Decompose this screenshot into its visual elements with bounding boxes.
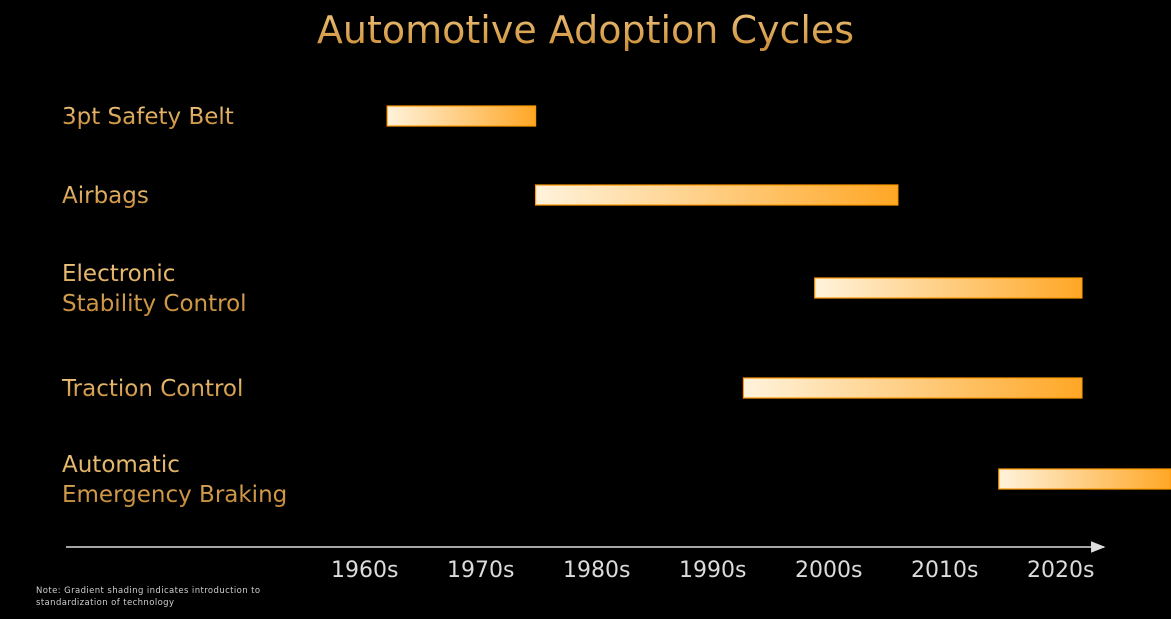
category-label: Electronic Stability Control: [62, 261, 247, 317]
category-label: 3pt Safety Belt: [62, 104, 234, 130]
x-tick-label: 1970s: [447, 558, 514, 583]
adoption-bar: [998, 468, 1171, 490]
adoption-bar: [814, 277, 1083, 299]
x-tick-label: 2000s: [795, 558, 862, 583]
x-tick-label: 1960s: [331, 558, 398, 583]
adoption-bar: [386, 105, 537, 127]
chart-title: Automotive Adoption Cycles: [0, 8, 1171, 52]
x-tick-label: 1990s: [679, 558, 746, 583]
x-tick-labels: 1960s 1970s 1980s 1990s 2000s 2010s 2020s: [331, 558, 1094, 583]
adoption-bar: [742, 377, 1083, 399]
bars-layer: [386, 105, 1171, 490]
category-label: Traction Control: [61, 376, 243, 402]
category-labels: 3pt Safety Belt Airbags Electronic Stabilit…: [61, 104, 287, 508]
x-tick-label: 2010s: [911, 558, 978, 583]
x-tick-label: 1980s: [563, 558, 630, 583]
adoption-bar: [534, 184, 899, 206]
category-label: Airbags: [62, 183, 149, 209]
footnote: Note: Gradient shading indicates introdu…: [36, 586, 261, 608]
category-label: Automatic Emergency Braking: [62, 452, 287, 508]
x-tick-label: 2020s: [1027, 558, 1094, 583]
